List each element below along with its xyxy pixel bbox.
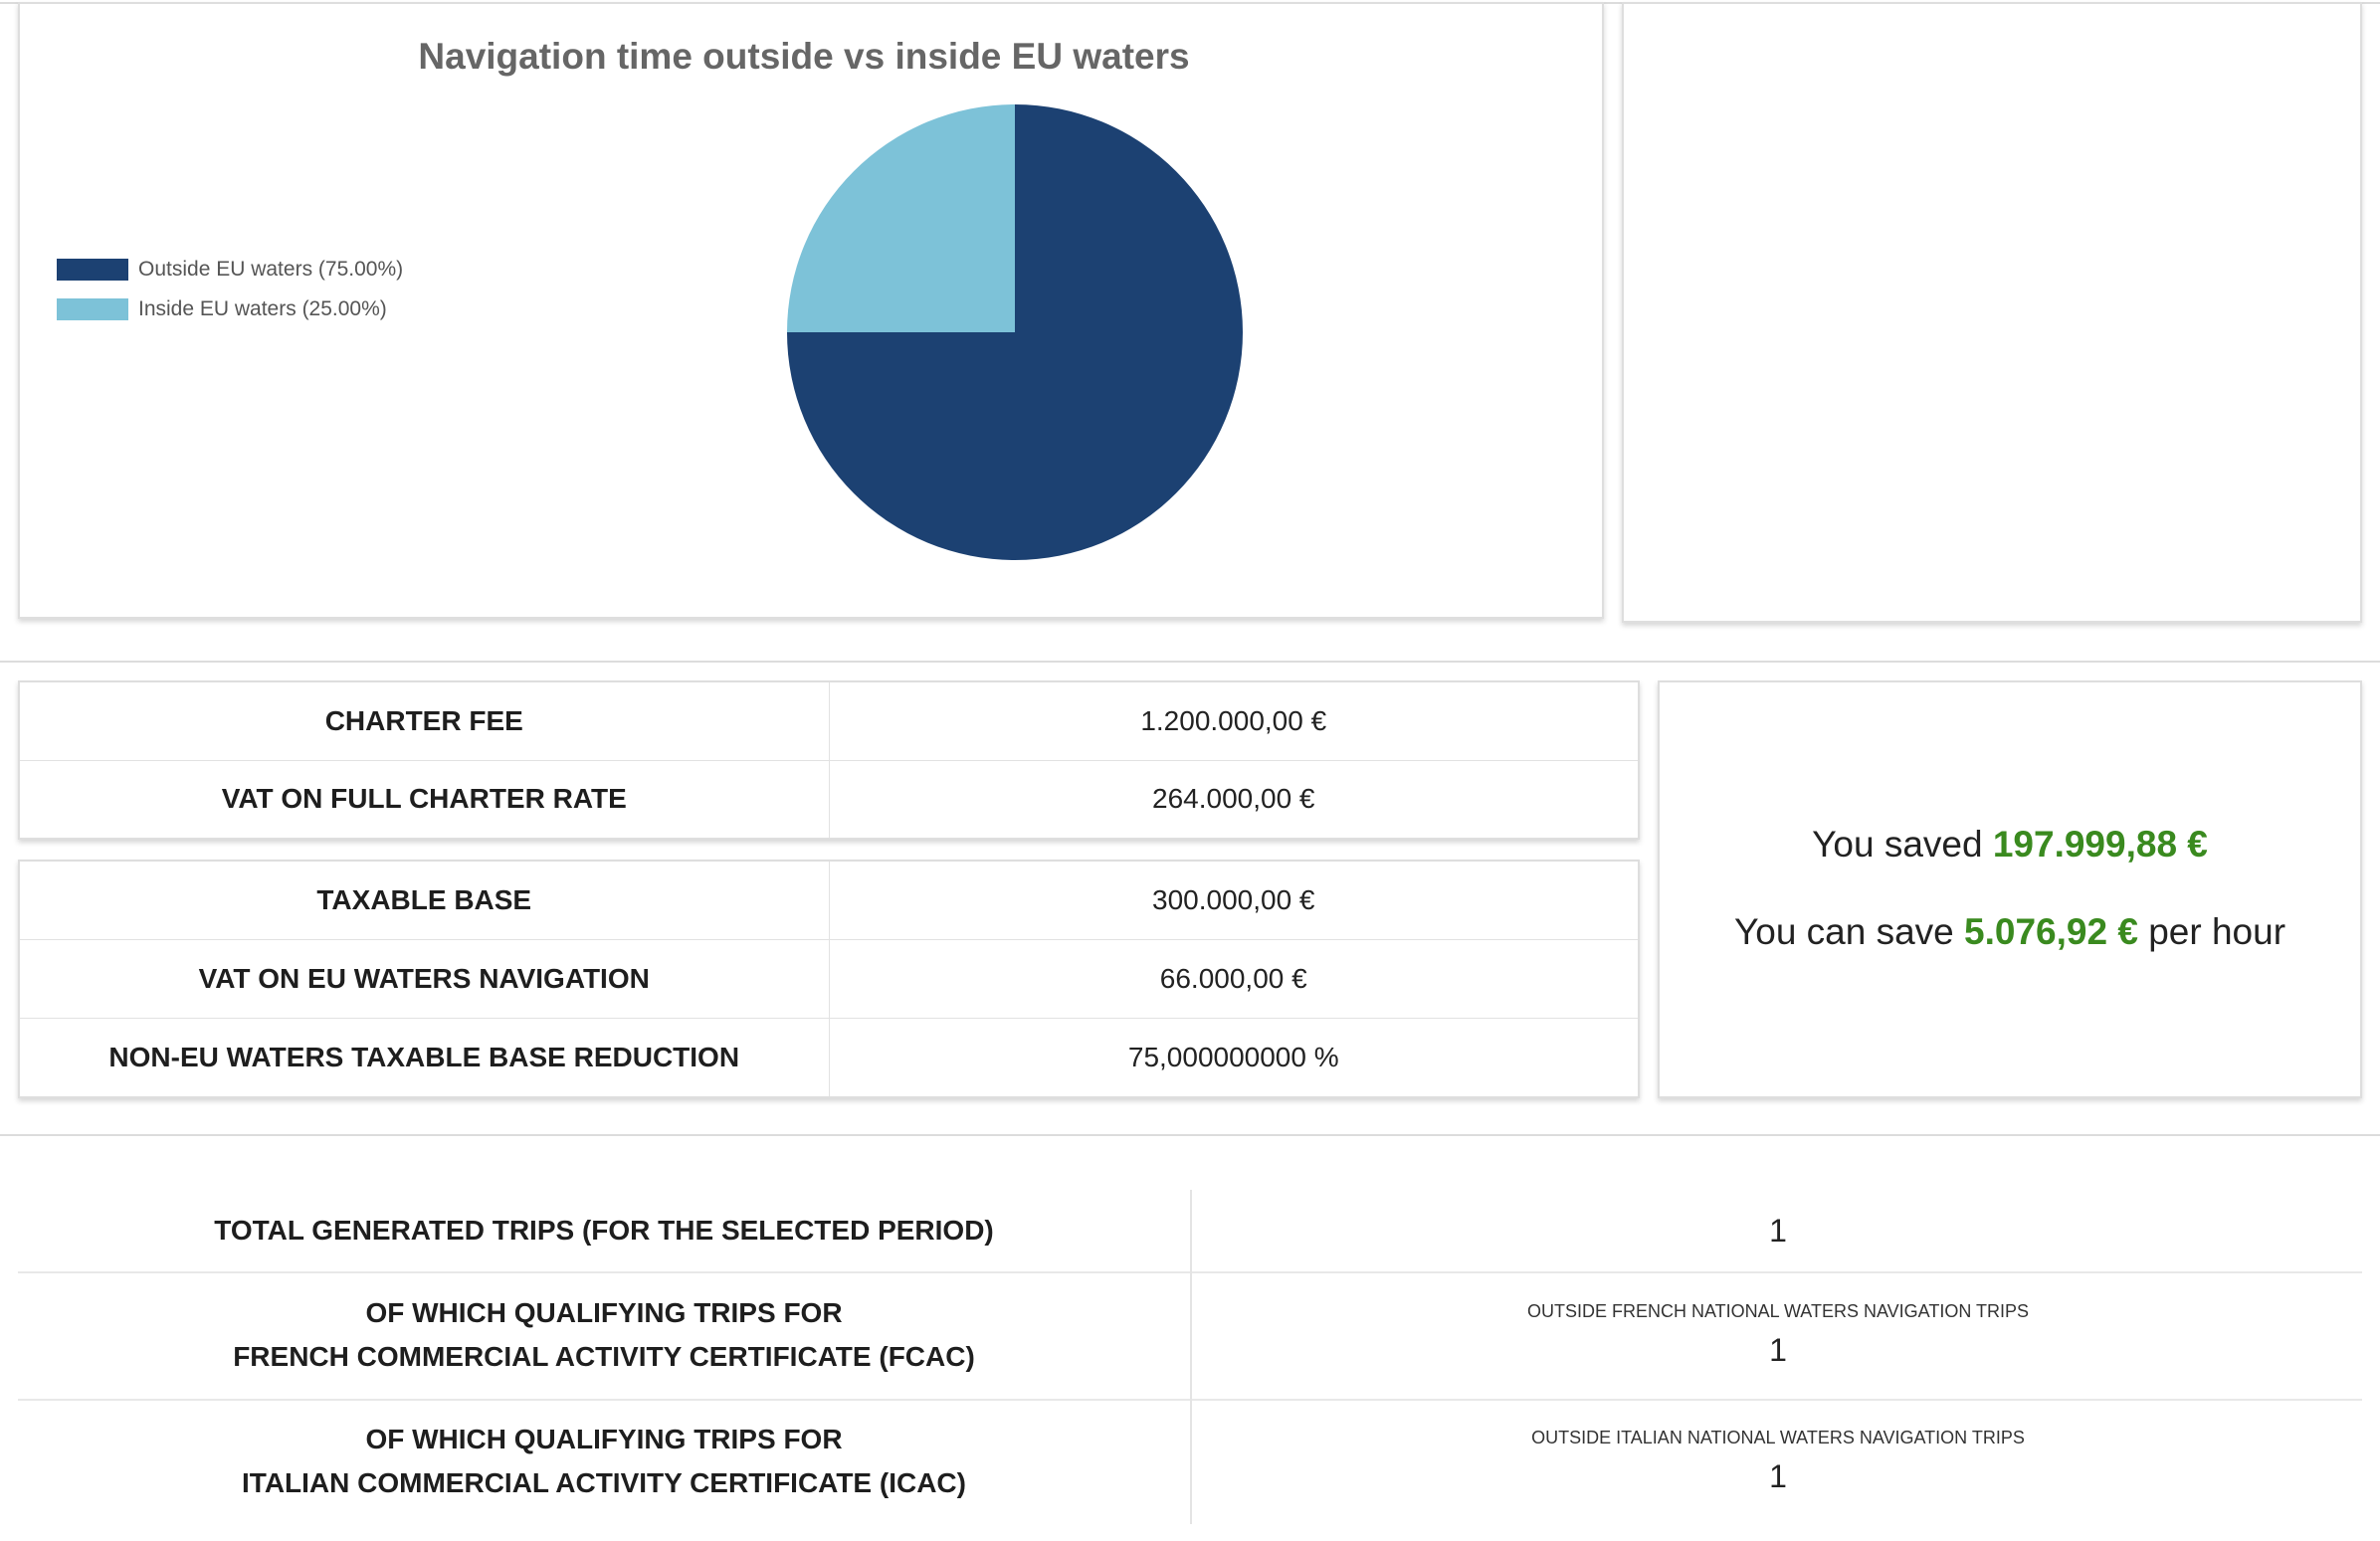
legend-item-inside[interactable]: Inside EU waters (25.00%)	[57, 296, 387, 322]
saved-amount: 197.999,88 €	[1992, 824, 2208, 865]
trip-icac-label-line-1: OF WHICH QUALIFYING TRIPS FOR	[365, 1424, 843, 1454]
saved-prefix: You saved	[1812, 824, 1983, 865]
side-panel-card	[1622, 2, 2362, 623]
table-row: CHARTER FEE 1.200.000,00 €	[20, 682, 1638, 761]
trip-total-label: TOTAL GENERATED TRIPS (FOR THE SELECTED …	[18, 1190, 1190, 1271]
table-row: VAT ON FULL CHARTER RATE 264.000,00 €	[20, 759, 1638, 838]
legend-item-outside[interactable]: Outside EU waters (75.00%)	[57, 257, 403, 283]
trip-icac-cell: OUTSIDE ITALIAN NATIONAL WATERS NAVIGATI…	[1190, 1399, 2364, 1524]
pie-chart	[787, 104, 1243, 560]
charter-fee-value: 1.200.000,00 €	[828, 682, 1638, 761]
hourly-suffix: per hour	[2148, 911, 2286, 952]
vat-eu-navigation-value: 66.000,00 €	[828, 938, 1638, 1020]
trip-total-value: 1	[1769, 1212, 1787, 1249]
vat-eu-navigation-label: VAT ON EU WATERS NAVIGATION	[20, 938, 830, 1020]
non-eu-reduction-value: 75,000000000 %	[828, 1018, 1638, 1096]
trip-row-fcac: OF WHICH QUALIFYING TRIPS FOR FRENCH COM…	[18, 1271, 2362, 1401]
trip-total-label-line: TOTAL GENERATED TRIPS (FOR THE SELECTED …	[214, 1215, 994, 1246]
trip-fcac-label-line-1: OF WHICH QUALIFYING TRIPS FOR	[365, 1297, 843, 1328]
taxable-table: TAXABLE BASE 300.000,00 € VAT ON EU WATE…	[20, 862, 1638, 1096]
savings-card: You saved 197.999,88 € You can save 5.07…	[1658, 680, 2362, 1098]
trip-row-icac: OF WHICH QUALIFYING TRIPS FOR ITALIAN CO…	[18, 1399, 2362, 1524]
taxable-base-value: 300.000,00 €	[828, 862, 1638, 940]
charter-table: CHARTER FEE 1.200.000,00 € VAT ON FULL C…	[20, 682, 1638, 838]
hourly-amount: 5.076,92 €	[1964, 911, 2138, 952]
pie-chart-card: Navigation time outside vs inside EU wat…	[18, 2, 1604, 619]
taxable-table-card: TAXABLE BASE 300.000,00 € VAT ON EU WATE…	[18, 860, 1640, 1098]
taxable-base-label: TAXABLE BASE	[20, 862, 830, 940]
hourly-savings-summary: You can save 5.076,92 € per hour	[1660, 911, 2360, 953]
trip-row-total: TOTAL GENERATED TRIPS (FOR THE SELECTED …	[18, 1190, 2362, 1273]
trip-fcac-cell: OUTSIDE FRENCH NATIONAL WATERS NAVIGATIO…	[1190, 1271, 2364, 1399]
trip-fcac-label: OF WHICH QUALIFYING TRIPS FOR FRENCH COM…	[18, 1271, 1190, 1399]
trip-total-cell: 1	[1190, 1190, 2364, 1271]
charter-table-card: CHARTER FEE 1.200.000,00 € VAT ON FULL C…	[18, 680, 1640, 840]
trip-fcac-sublabel: OUTSIDE FRENCH NATIONAL WATERS NAVIGATIO…	[1526, 1301, 2030, 1321]
legend-label-inside: Inside EU waters (25.00%)	[138, 297, 387, 320]
legend-label-outside: Outside EU waters (75.00%)	[138, 258, 404, 281]
table-row: NON-EU WATERS TAXABLE BASE REDUCTION 75,…	[20, 1018, 1638, 1096]
trip-icac-label: OF WHICH QUALIFYING TRIPS FOR ITALIAN CO…	[18, 1399, 1190, 1524]
vat-full-rate-label: VAT ON FULL CHARTER RATE	[20, 759, 830, 838]
section-divider-2	[0, 1134, 2380, 1136]
hourly-prefix: You can save	[1733, 911, 1954, 952]
section-divider-1	[0, 661, 2380, 663]
trip-icac-sublabel: OUTSIDE ITALIAN NATIONAL WATERS NAVIGATI…	[1531, 1428, 2025, 1447]
charter-fee-label: CHARTER FEE	[20, 682, 830, 761]
legend-swatch-outside	[57, 259, 128, 281]
trip-icac-value: 1	[1769, 1458, 1787, 1494]
trip-fcac-label-line-2: FRENCH COMMERCIAL ACTIVITY CERTIFICATE (…	[233, 1341, 975, 1372]
trip-fcac-value: 1	[1769, 1332, 1787, 1368]
trip-icac-label-line-2: ITALIAN COMMERCIAL ACTIVITY CERTIFICATE …	[242, 1467, 966, 1498]
chart-title: Navigation time outside vs inside EU wat…	[418, 36, 1190, 77]
vat-full-rate-value: 264.000,00 €	[828, 759, 1638, 838]
saved-summary: You saved 197.999,88 €	[1660, 824, 2360, 866]
table-row: TAXABLE BASE 300.000,00 €	[20, 862, 1638, 940]
table-row: VAT ON EU WATERS NAVIGATION 66.000,00 €	[20, 938, 1638, 1020]
pie-slice-inside-eu-waters[interactable]	[787, 104, 1015, 332]
legend-swatch-inside	[57, 298, 128, 320]
non-eu-reduction-label: NON-EU WATERS TAXABLE BASE REDUCTION	[20, 1018, 830, 1096]
